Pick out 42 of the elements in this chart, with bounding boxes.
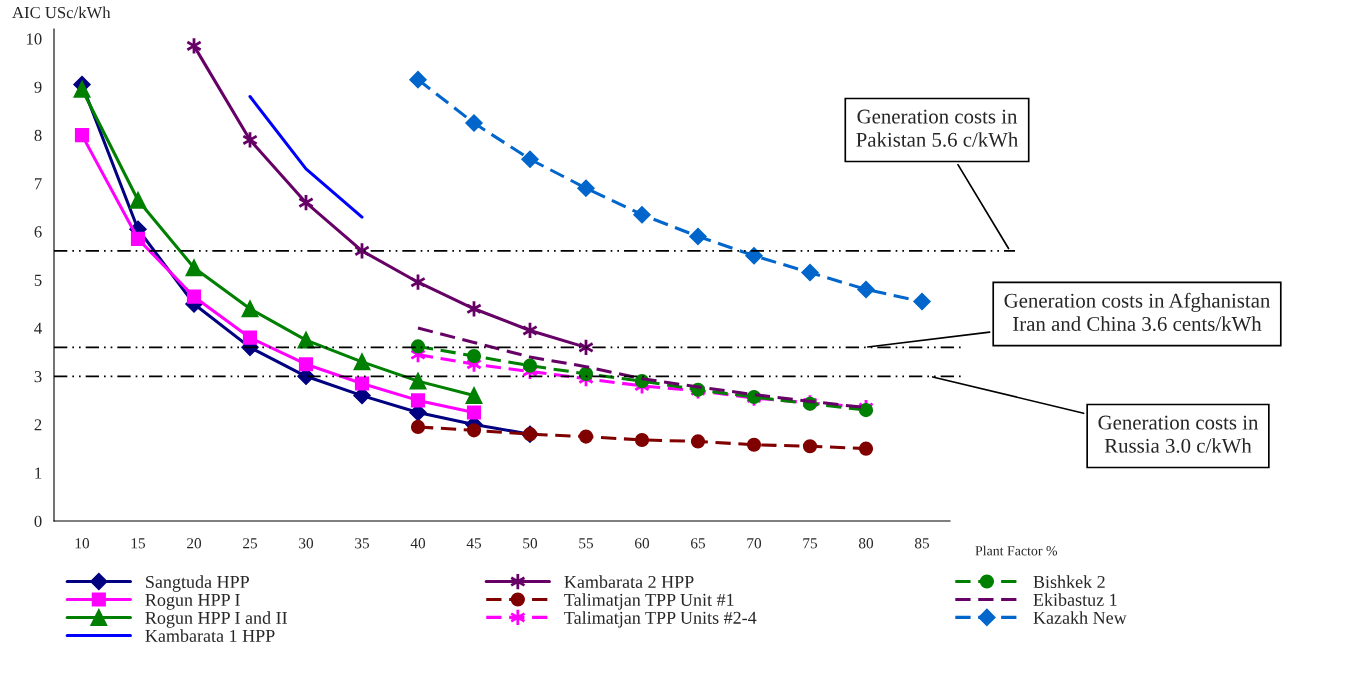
legend-label: Rogun HPP I bbox=[145, 594, 240, 610]
ref-line-label: Generation costs in Pakistan 5.6 c/kWh bbox=[856, 109, 1019, 147]
y-tick-label: 3 bbox=[34, 371, 42, 383]
x-tick-label: 20 bbox=[187, 538, 202, 549]
x-tick-label: 60 bbox=[635, 538, 650, 549]
y-tick-label: 2 bbox=[34, 419, 42, 431]
x-tick-label: 70 bbox=[747, 538, 762, 549]
legend-label: Sangtuda HPP bbox=[146, 575, 249, 592]
x-tick-label: 25 bbox=[243, 538, 258, 549]
x-tick-label: 65 bbox=[691, 538, 706, 549]
y-tick-label: 9 bbox=[34, 81, 42, 93]
legend-label: Bishkek 2 bbox=[1033, 575, 1105, 589]
x-tick-label: 85 bbox=[914, 538, 930, 549]
x-tick-label: 45 bbox=[466, 538, 482, 549]
x-tick-label: 40 bbox=[410, 538, 426, 549]
legend-label: Talimatjan TPP Units #2-4 bbox=[564, 611, 757, 628]
y-tick-label: 6 bbox=[34, 226, 42, 238]
y-tick-label: 10 bbox=[26, 33, 42, 45]
legend-label: Rogun HPP I and II bbox=[145, 611, 287, 628]
y-tick-label: 7 bbox=[34, 178, 42, 190]
y-axis-title: AIC USc/kWh bbox=[12, 6, 111, 19]
y-tick-label: 8 bbox=[34, 129, 42, 142]
legend-label: Kazakh New bbox=[1033, 611, 1127, 624]
y-tick-label: 5 bbox=[34, 274, 42, 286]
x-axis-title: Plant Factor % bbox=[975, 545, 1058, 556]
ref-line-label: Generation costs in Afghanistan Iran and China 3.6 cents/kWh bbox=[1004, 292, 1271, 332]
x-tick-label: 50 bbox=[523, 538, 538, 549]
legend-label: Talimatjan TPP Unit #1 bbox=[564, 593, 734, 610]
x-tick-label: 10 bbox=[75, 538, 90, 549]
x-tick-label: 75 bbox=[803, 538, 818, 549]
x-tick-label: 80 bbox=[858, 538, 874, 549]
legend-label: Kambarata 2 HPP bbox=[564, 575, 694, 589]
x-tick-label: 35 bbox=[355, 538, 370, 549]
y-tick-label: 0 bbox=[34, 515, 42, 527]
y-tick-label: 1 bbox=[35, 467, 42, 479]
x-tick-label: 15 bbox=[131, 538, 146, 549]
legend-label: Ekibastuz 1 bbox=[1033, 593, 1117, 606]
x-tick-label: 55 bbox=[579, 538, 594, 549]
y-tick-label: 4 bbox=[34, 322, 42, 334]
legend-label: Kambarata 1 HPP bbox=[145, 629, 275, 642]
ref-line-label: Generation costs in Russia 3.0 c/kWh bbox=[1098, 415, 1259, 453]
x-tick-label: 30 bbox=[299, 538, 314, 549]
